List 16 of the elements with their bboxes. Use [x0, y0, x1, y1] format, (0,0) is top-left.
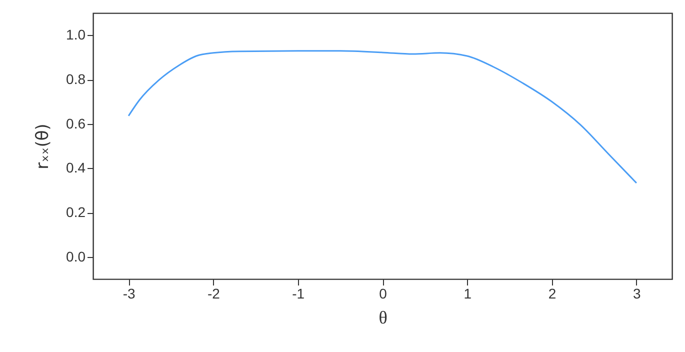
x-tick-label: -1: [292, 286, 305, 302]
x-tick-label: 2: [548, 286, 556, 302]
x-tick-label: -2: [207, 286, 220, 302]
y-axis-title: rₓₓ(θ): [33, 124, 54, 170]
x-tick-label: 0: [379, 286, 388, 302]
y-tick-label: 1.0: [66, 26, 86, 43]
y-tick-label: 0.2: [66, 204, 86, 220]
x-tick-label: 1: [464, 286, 472, 302]
y-tick-label: 0.6: [66, 115, 86, 132]
x-tick-label: 3: [633, 286, 642, 302]
x-tick-label: -3: [122, 286, 136, 302]
y-tick-label: 0.8: [66, 71, 86, 87]
line-series: [128, 50, 638, 184]
y-tick-label: 0.4: [66, 160, 86, 176]
y-tick-label: 0.0: [66, 248, 86, 264]
x-axis-title: θ: [378, 308, 388, 328]
